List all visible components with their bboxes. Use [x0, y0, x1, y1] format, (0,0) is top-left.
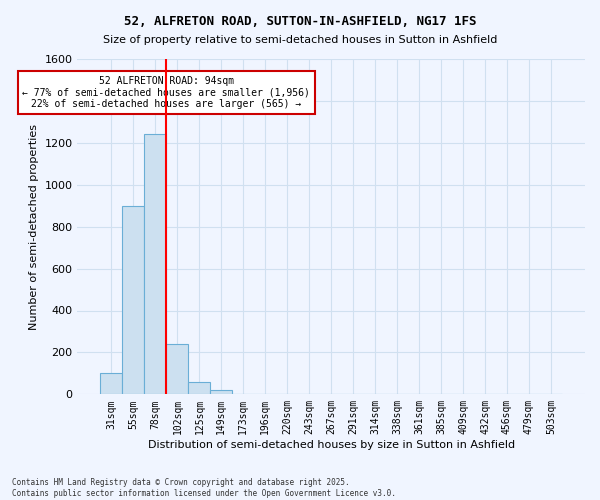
Text: 52, ALFRETON ROAD, SUTTON-IN-ASHFIELD, NG17 1FS: 52, ALFRETON ROAD, SUTTON-IN-ASHFIELD, N…: [124, 15, 476, 28]
X-axis label: Distribution of semi-detached houses by size in Sutton in Ashfield: Distribution of semi-detached houses by …: [148, 440, 515, 450]
Bar: [145, 134, 166, 394]
Text: 52 ALFRETON ROAD: 94sqm
← 77% of semi-detached houses are smaller (1,956)
22% of: 52 ALFRETON ROAD: 94sqm ← 77% of semi-de…: [22, 76, 310, 109]
Bar: [166, 344, 188, 395]
Text: Contains HM Land Registry data © Crown copyright and database right 2025.
Contai: Contains HM Land Registry data © Crown c…: [12, 478, 396, 498]
Bar: [188, 382, 211, 394]
Bar: [122, 206, 145, 394]
Text: Size of property relative to semi-detached houses in Sutton in Ashfield: Size of property relative to semi-detach…: [103, 35, 497, 45]
Bar: [211, 390, 232, 394]
Y-axis label: Number of semi-detached properties: Number of semi-detached properties: [29, 124, 39, 330]
Bar: [100, 374, 122, 394]
